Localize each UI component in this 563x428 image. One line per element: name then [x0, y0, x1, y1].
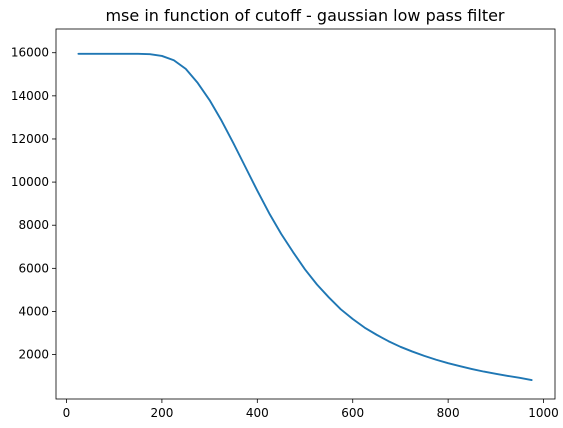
y-tick-label: 10000: [11, 175, 49, 189]
chart-title: mse in function of cutoff - gaussian low…: [105, 6, 504, 25]
y-tick-label: 8000: [18, 218, 49, 232]
x-tick-label: 400: [246, 406, 269, 420]
x-tick-label: 1000: [528, 406, 559, 420]
x-tick-label: 800: [437, 406, 460, 420]
series-line: [77, 52, 533, 381]
x-axis: 0 200 400 600 800 1000: [63, 399, 559, 420]
x-tick-label: 200: [150, 406, 173, 420]
y-axis: 2000 4000 6000 8000 10000 12000 14000 16000: [11, 46, 56, 362]
x-tick-label: 0: [63, 406, 71, 420]
x-tick-label: 600: [341, 406, 364, 420]
y-tick-label: 14000: [11, 89, 49, 103]
y-tick-label: 6000: [18, 261, 49, 275]
y-tick-label: 2000: [18, 348, 49, 362]
y-tick-label: 12000: [11, 132, 49, 146]
plot-frame: [55, 28, 556, 400]
y-tick-label: 4000: [18, 304, 49, 318]
y-tick-label: 16000: [11, 46, 49, 60]
